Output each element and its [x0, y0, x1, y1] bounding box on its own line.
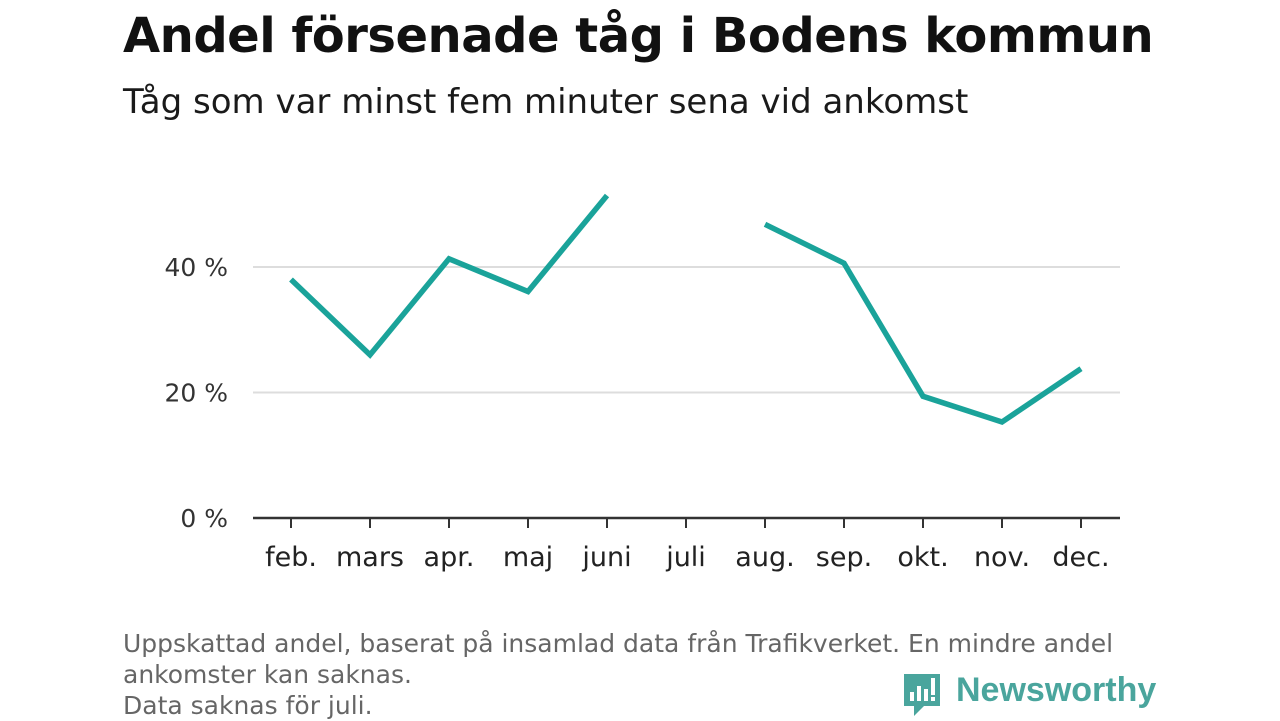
x-tick-label: dec.: [1052, 542, 1109, 573]
x-axis: [253, 518, 1120, 528]
y-tick-labels: 0 % 20 % 40 %: [164, 253, 228, 533]
x-tick-label: mars: [336, 542, 404, 573]
x-tick-label: okt.: [897, 542, 948, 573]
x-tick-label: feb.: [265, 542, 317, 573]
data-series: [291, 195, 1081, 422]
x-tick-label: maj: [503, 542, 553, 573]
newsworthy-logo: Newsworthy: [902, 670, 1156, 718]
x-tick-label: nov.: [974, 542, 1030, 573]
logo-text: Newsworthy: [956, 671, 1156, 710]
bar-chart-logo-icon: [902, 670, 942, 718]
x-tick-label: sep.: [816, 542, 872, 573]
x-tick-label: juni: [581, 542, 631, 573]
x-tick-label: aug.: [735, 542, 794, 573]
series-line-segment: [291, 196, 607, 355]
x-tick-label: apr.: [424, 542, 475, 573]
y-tick-label: 20 %: [164, 379, 228, 408]
y-tick-label: 0 %: [180, 504, 228, 533]
y-tick-label: 40 %: [164, 253, 228, 282]
footnote-line-1: Uppskattad andel, baserat på insamlad da…: [123, 628, 1153, 659]
grid-lines: [253, 267, 1120, 393]
x-tick-label: juli: [665, 542, 706, 573]
